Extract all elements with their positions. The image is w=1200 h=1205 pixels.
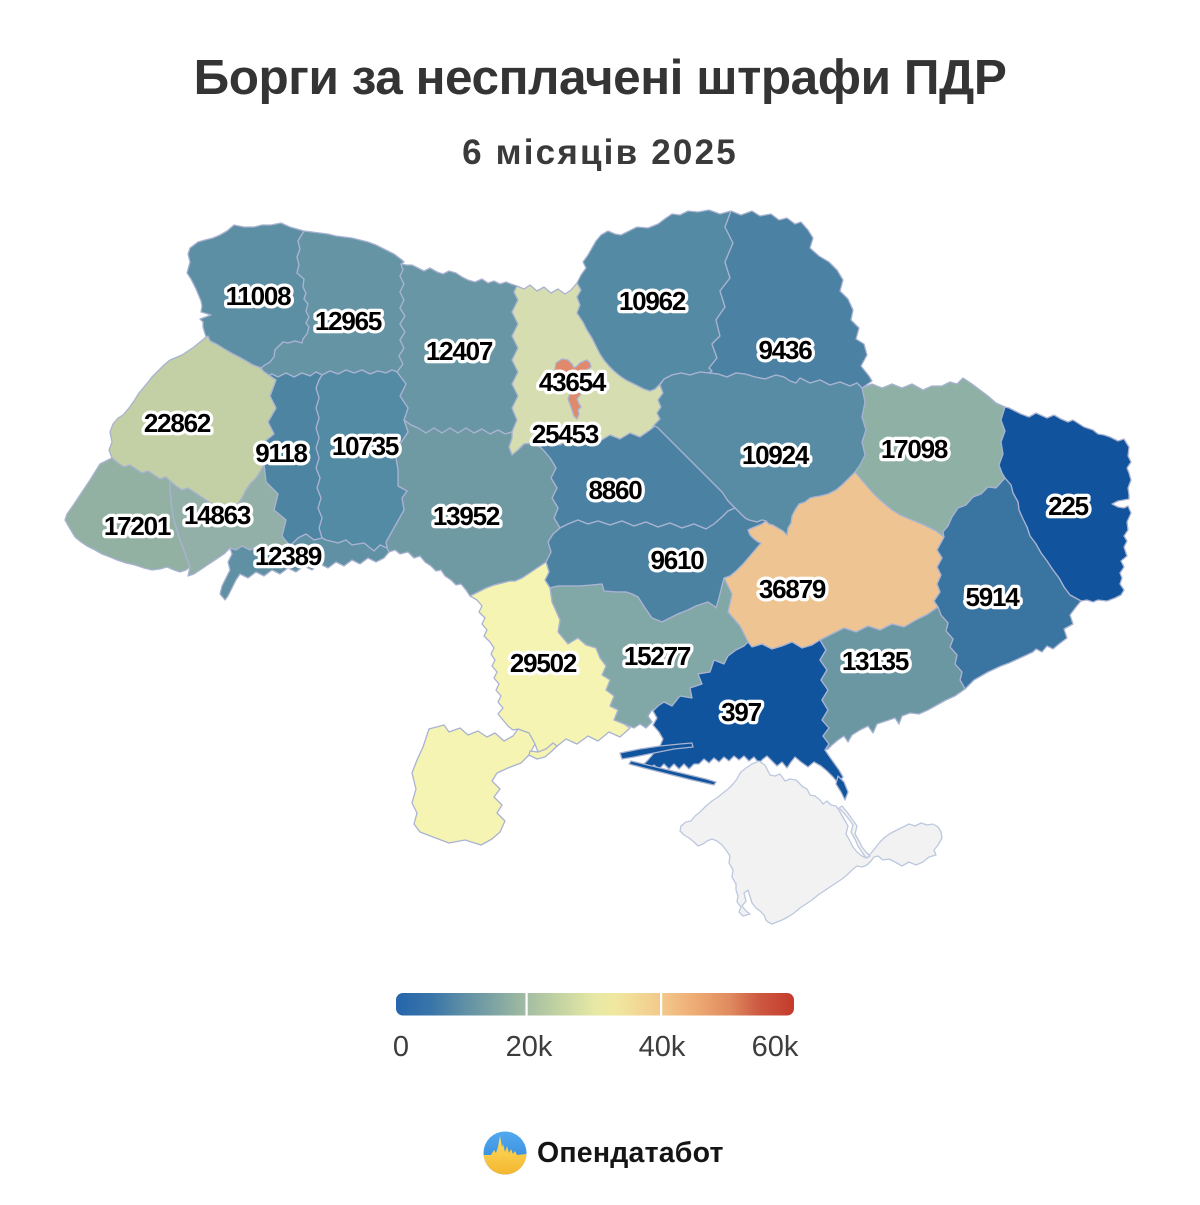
svg-text:8860: 8860 [588,475,642,505]
svg-text:10735: 10735 [332,431,399,461]
svg-text:225: 225 [1048,491,1089,521]
svg-text:11008: 11008 [226,281,292,311]
svg-text:40k: 40k [639,1031,686,1063]
svg-text:20k: 20k [506,1031,553,1063]
svg-text:12965: 12965 [315,306,382,336]
svg-text:25453: 25453 [532,419,599,449]
svg-text:15277: 15277 [624,641,691,671]
svg-text:36879: 36879 [759,574,826,604]
svg-text:43654: 43654 [539,367,607,397]
svg-text:Борги за несплачені штрафи ПДР: Борги за несплачені штрафи ПДР [194,50,1007,105]
svg-text:0: 0 [393,1031,409,1063]
svg-text:10962: 10962 [619,286,686,316]
svg-text:13135: 13135 [842,646,909,676]
svg-text:17098: 17098 [881,434,948,464]
svg-text:Опендатабот: Опендатабот [537,1137,724,1169]
svg-text:9610: 9610 [650,545,704,575]
svg-text:60k: 60k [752,1031,799,1063]
svg-text:6 місяців 2025: 6 місяців 2025 [462,133,738,172]
svg-text:13952: 13952 [433,501,500,531]
svg-text:5914: 5914 [965,582,1020,612]
svg-text:12407: 12407 [426,336,493,366]
svg-text:12389: 12389 [255,541,322,571]
svg-text:9118: 9118 [255,438,307,468]
svg-text:29502: 29502 [510,648,577,678]
svg-text:397: 397 [721,697,762,727]
svg-text:22862: 22862 [144,408,211,438]
svg-text:9436: 9436 [758,335,812,365]
svg-text:14863: 14863 [184,500,251,530]
svg-text:17201: 17201 [104,511,171,541]
svg-text:10924: 10924 [742,440,810,470]
